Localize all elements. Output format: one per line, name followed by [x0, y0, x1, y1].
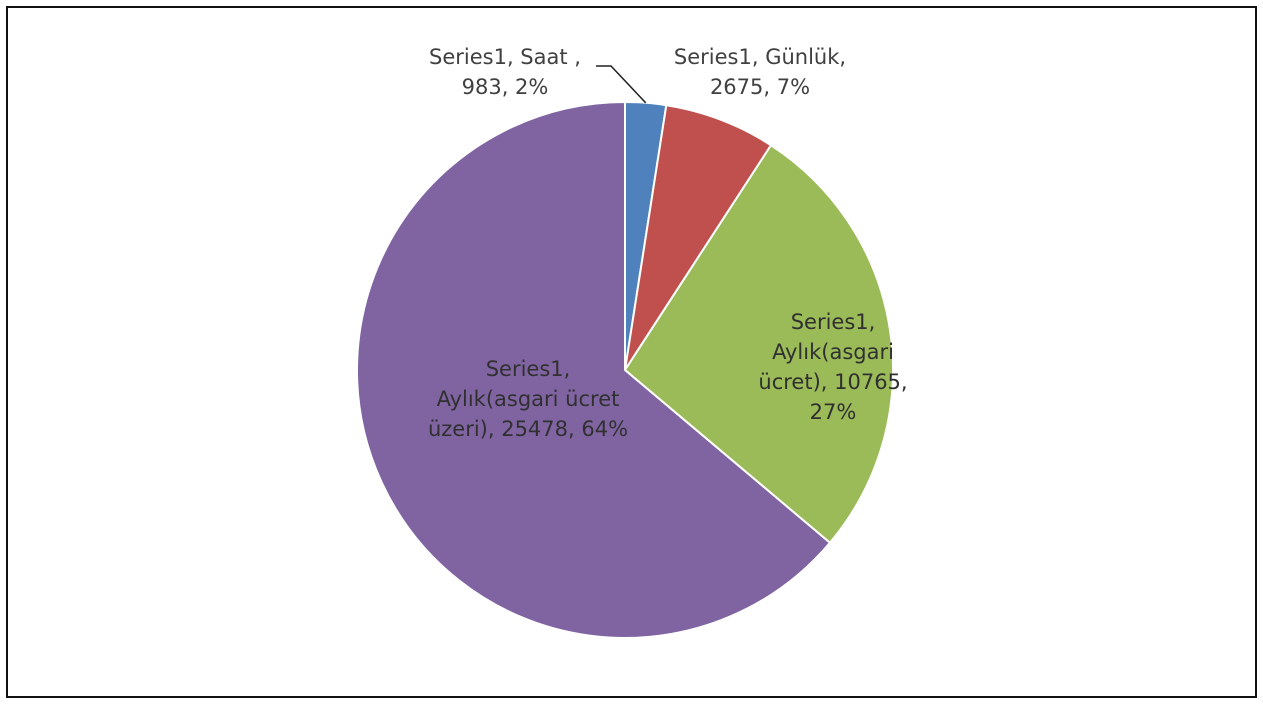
- pie-slice-aylik-asgari-uzeri: [356, 100, 832, 639]
- leader-lines: [596, 65, 647, 104]
- pie-slice-gunluk: [624, 104, 773, 371]
- data-label-text-aylik-asgari-uzeri: Series1, Aylık(asgari ücret üzeri), 25478,…: [428, 357, 628, 441]
- pie-slice-aylik-asgari: [623, 143, 894, 545]
- data-label-text-gunluk: Series1, Günlük, 2675, 7%: [674, 45, 846, 99]
- pie-slices: [356, 100, 894, 639]
- data-label-aylik-asgari: Series1, Aylık(asgari ücret), 10765, 27%: [758, 310, 907, 424]
- leader-line-saat: [596, 65, 647, 104]
- data-label-text-aylik-asgari: Series1, Aylık(asgari ücret), 10765, 27%: [758, 310, 907, 424]
- data-label-gunluk: Series1, Günlük, 2675, 7%: [674, 45, 846, 99]
- data-label-text-saat: Series1, Saat , 983, 2%: [429, 45, 581, 99]
- data-label-saat: Series1, Saat , 983, 2%: [429, 45, 581, 99]
- data-labels: Series1, Saat , 983, 2% Series1, Günlük, 26…: [428, 45, 908, 441]
- data-label-aylik-asgari-uzeri: Series1, Aylık(asgari ücret üzeri), 25478,…: [428, 357, 628, 441]
